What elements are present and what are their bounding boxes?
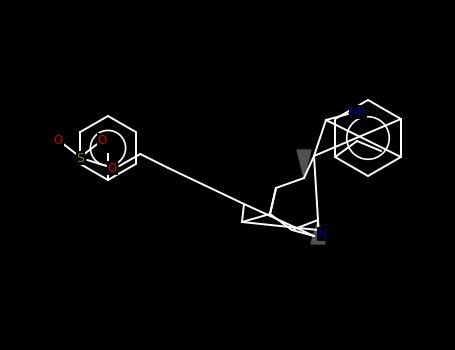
Text: NH: NH [349, 105, 367, 119]
Text: O: O [98, 133, 107, 147]
Text: S: S [76, 152, 84, 164]
Text: O: O [108, 161, 117, 175]
Text: O: O [54, 133, 63, 147]
Polygon shape [297, 150, 311, 178]
Polygon shape [311, 220, 325, 244]
Text: N: N [318, 228, 326, 240]
